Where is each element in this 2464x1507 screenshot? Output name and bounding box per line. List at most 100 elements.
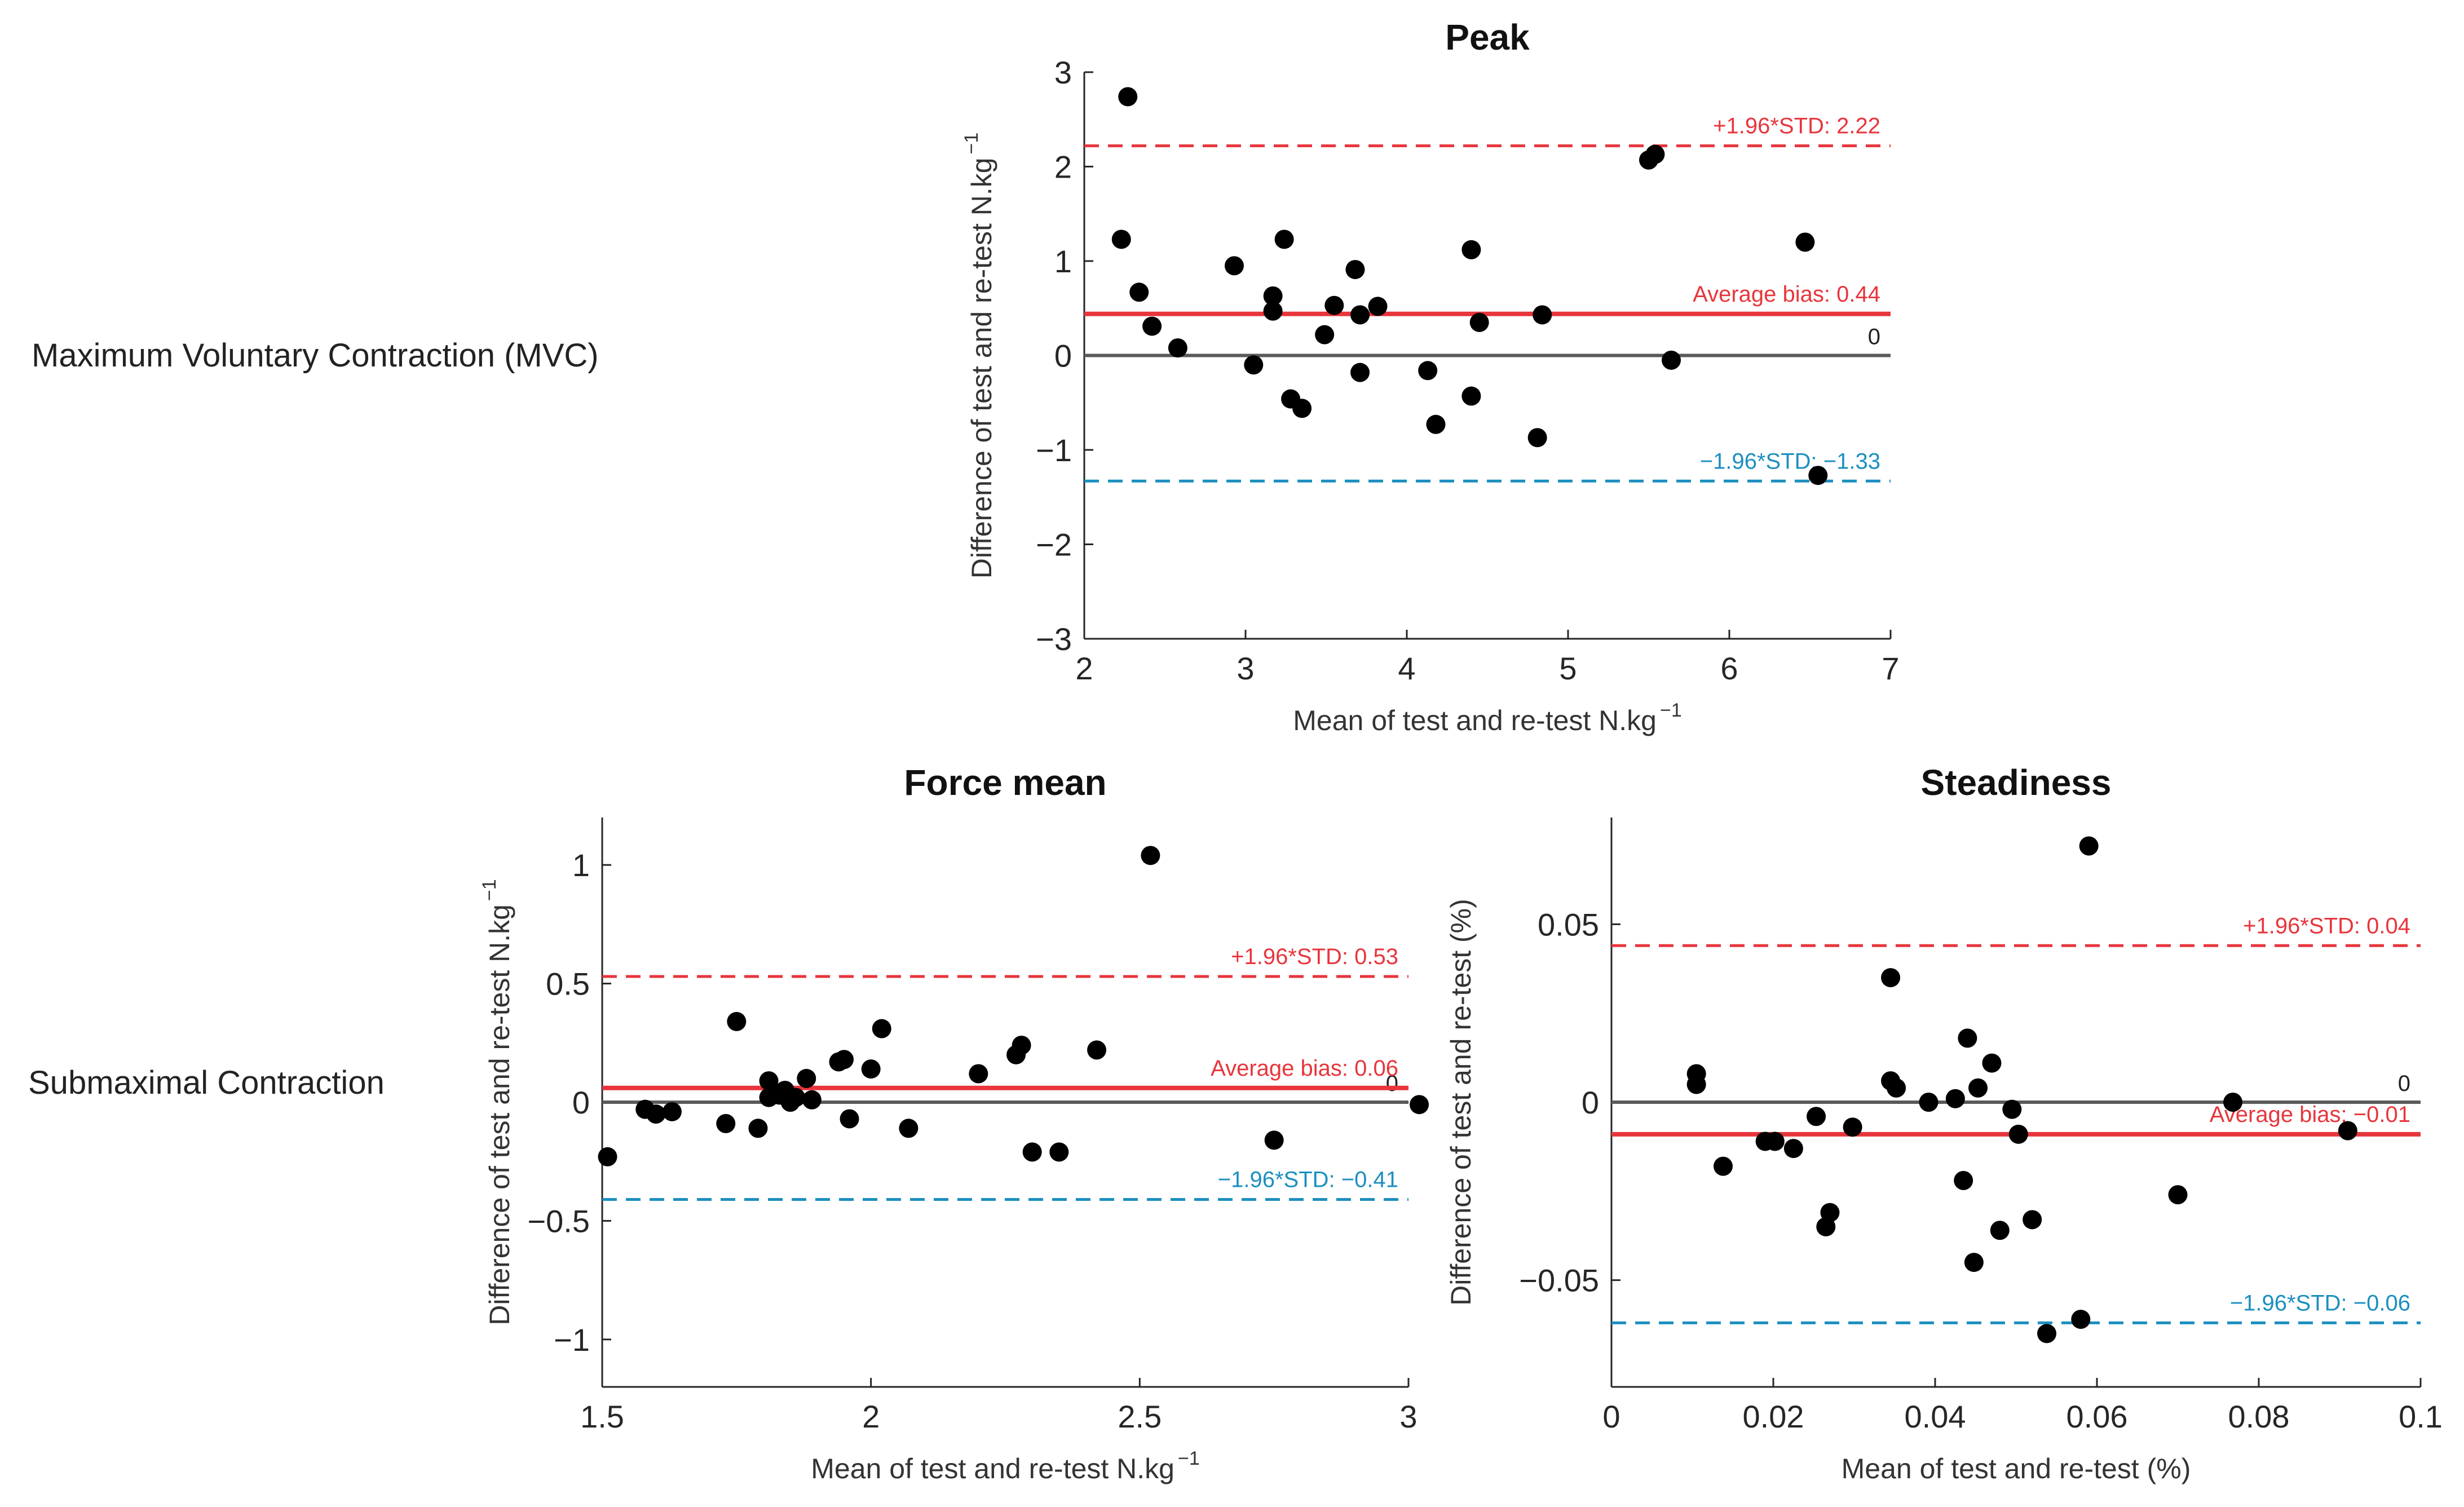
y-tick-label: 0	[1582, 1085, 1599, 1120]
y-tick-label: −3	[1036, 621, 1072, 657]
data-point	[1012, 1036, 1031, 1055]
data-point	[662, 1102, 682, 1121]
y-tick-label: 2	[1054, 149, 1072, 185]
upper-limit-label: +1.96*STD: 2.22	[1713, 114, 1880, 139]
data-point	[1315, 325, 1335, 344]
data-point	[1533, 305, 1552, 325]
zero-line-label: 0	[1868, 325, 1880, 350]
data-point	[1881, 968, 1901, 988]
data-point	[1461, 240, 1481, 259]
data-point	[1807, 1107, 1826, 1126]
data-point	[1714, 1156, 1733, 1176]
x-tick-label: 4	[1398, 651, 1415, 686]
data-point	[2023, 1210, 2042, 1230]
data-point	[1292, 399, 1312, 418]
y-axis-label: Difference of test and re-test N.kg −1	[479, 879, 515, 1325]
row-label-mvc: Maximum Voluntary Contraction (MVC)	[32, 337, 599, 374]
x-axis-label: Mean of test and re-test (%)	[1842, 1453, 2191, 1484]
data-point	[1274, 229, 1294, 249]
data-point	[1345, 260, 1365, 280]
data-point	[1958, 1028, 1977, 1048]
data-point	[1645, 144, 1665, 164]
data-point	[861, 1059, 881, 1079]
y-tick-label: 0	[1054, 338, 1072, 374]
label-exponent: −1	[961, 132, 982, 154]
data-point	[748, 1119, 768, 1138]
data-point	[1783, 1139, 1803, 1159]
zero-line-label: 0	[2398, 1071, 2410, 1096]
label-text: Difference of test and re-test (%)	[1445, 899, 1477, 1306]
data-point	[1662, 350, 1681, 370]
data-point	[2037, 1324, 2057, 1344]
y-axis-label: Difference of test and re-test (%)	[1445, 899, 1477, 1306]
data-point	[872, 1019, 891, 1038]
data-point	[1964, 1253, 1984, 1272]
y-tick-label: 0	[572, 1085, 590, 1120]
data-point	[2071, 1310, 2091, 1329]
data-point	[1990, 1221, 2010, 1240]
chart-title: Steadiness	[1921, 762, 2112, 803]
data-point	[1820, 1203, 1840, 1222]
x-tick-label: 0.1	[2399, 1399, 2443, 1434]
y-tick-label: 3	[1054, 55, 1072, 90]
data-point	[786, 1088, 806, 1107]
data-point	[834, 1050, 854, 1070]
data-point	[1686, 1075, 1706, 1094]
x-tick-label: 0.08	[2228, 1399, 2290, 1434]
data-point	[1919, 1093, 1938, 1112]
data-point	[1765, 1132, 1785, 1151]
data-point	[802, 1090, 822, 1110]
data-point	[598, 1147, 617, 1166]
data-point	[1129, 282, 1149, 302]
data-point	[1263, 301, 1283, 321]
data-point	[1263, 286, 1283, 306]
x-tick-label: 0	[1602, 1399, 1620, 1434]
data-point	[2079, 836, 2099, 856]
data-point	[1368, 297, 1388, 316]
data-point	[1954, 1170, 1973, 1190]
data-point	[1410, 1095, 1429, 1115]
data-point	[1418, 361, 1438, 381]
data-point	[1945, 1089, 1965, 1108]
average-bias-label: Average bias: 0.06	[1211, 1056, 1398, 1081]
lower-limit-label: −1.96*STD: −0.41	[1218, 1168, 1398, 1192]
x-tick-label: 2.5	[1118, 1399, 1162, 1434]
data-point	[1141, 846, 1160, 865]
data-point	[716, 1113, 736, 1133]
lower-limit-label: −1.96*STD: −1.33	[1700, 449, 1880, 474]
upper-limit-label: +1.96*STD: 0.53	[1231, 944, 1398, 969]
data-point	[1118, 87, 1138, 107]
y-axis-label: Difference of test and re-test N.kg −1	[961, 132, 997, 578]
chart-title: Peak	[1445, 17, 1530, 58]
data-point	[1142, 316, 1162, 336]
data-point	[1022, 1142, 1042, 1162]
y-tick-label: 1	[1054, 244, 1072, 279]
x-axis-label: Mean of test and re-test N.kg −1	[1293, 700, 1682, 736]
data-point	[1350, 305, 1370, 325]
data-point	[1111, 229, 1131, 249]
y-tick-label: −0.05	[1519, 1263, 1599, 1298]
data-point	[727, 1011, 747, 1031]
data-point	[1087, 1040, 1107, 1060]
upper-limit-label: +1.96*STD: 0.04	[2243, 913, 2410, 938]
steadiness-chart: Steadiness 0 0.02 0.04 0.06 0.08 0.1 −0.05 0 0.05…	[1445, 762, 2443, 1484]
lower-limit-label: −1.96*STD: −0.06	[2230, 1291, 2410, 1315]
label-text: Mean of test and re-test N.kg	[1293, 705, 1657, 736]
data-point	[2223, 1093, 2243, 1112]
chart-title: Force mean	[904, 762, 1106, 803]
data-point	[1244, 355, 1264, 375]
data-point	[1426, 414, 1446, 434]
x-tick-label: 5	[1559, 651, 1577, 686]
data-point	[1350, 363, 1370, 382]
y-tick-label: −2	[1036, 527, 1072, 563]
data-point	[1968, 1078, 1988, 1098]
x-tick-label: 0.06	[2066, 1399, 2128, 1434]
x-tick-label: 0.04	[1905, 1399, 1966, 1434]
data-point	[1461, 386, 1481, 406]
label-exponent: −1	[1660, 700, 1682, 721]
y-tick-label: −0.5	[527, 1203, 590, 1239]
data-point	[1527, 428, 1547, 448]
data-point	[1469, 312, 1489, 332]
data-point	[2338, 1121, 2357, 1141]
data-point	[2002, 1099, 2022, 1119]
